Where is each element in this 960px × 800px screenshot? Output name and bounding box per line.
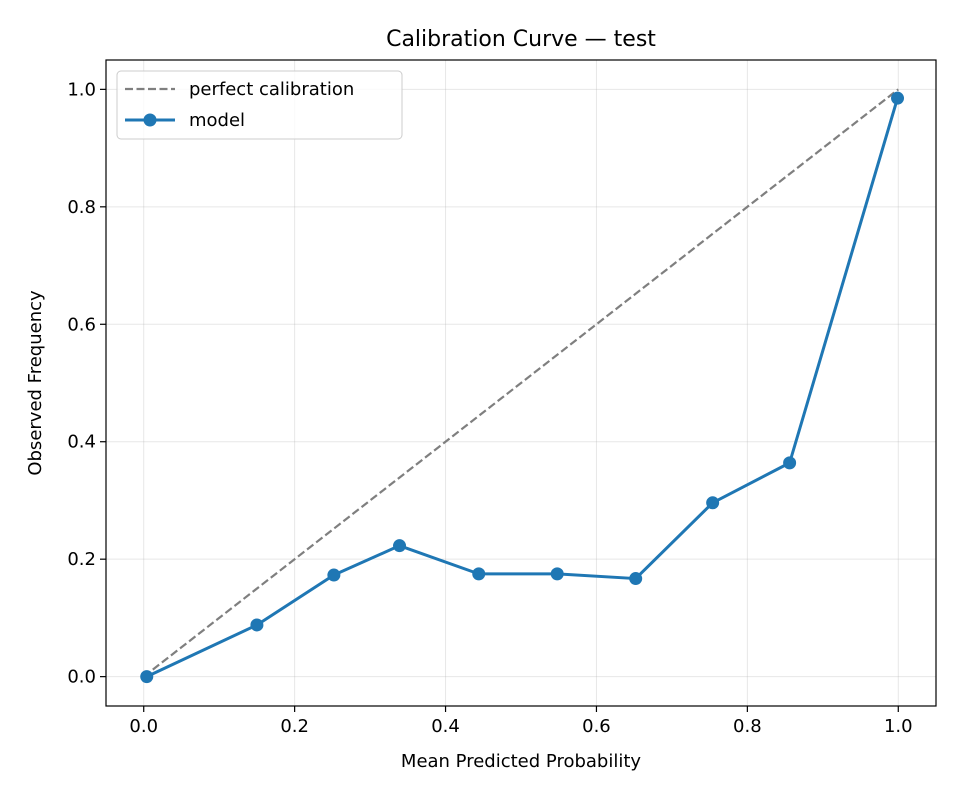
x-axis-label: Mean Predicted Probability [401, 751, 641, 772]
data-point-model [891, 91, 905, 105]
data-point-model [783, 456, 797, 470]
y-tick-label: 1.0 [67, 79, 96, 100]
legend-label-model: model [189, 110, 245, 131]
series-layer [140, 88, 905, 684]
y-tick-label: 0.0 [67, 667, 96, 688]
y-tick-label: 0.8 [67, 197, 96, 218]
x-tick-label: 0.0 [129, 716, 158, 737]
y-tick-label: 0.4 [67, 432, 96, 453]
series-line-model [146, 97, 899, 678]
plot-frame [105, 59, 937, 707]
chart-title: Calibration Curve — test [386, 27, 656, 52]
legend-label-perfect: perfect calibration [189, 79, 354, 100]
data-point-model [629, 572, 643, 586]
x-tick-label: 0.2 [280, 716, 309, 737]
x-tick-label: 0.8 [733, 716, 762, 737]
y-tick-label: 0.2 [67, 549, 96, 570]
legend-box [116, 70, 403, 140]
data-point-model [250, 618, 264, 632]
x-tick-label: 0.4 [431, 716, 460, 737]
series-line-perfect-calibration [143, 88, 899, 678]
y-axis-label: Observed Frequency [25, 290, 46, 476]
data-point-model [140, 670, 154, 684]
data-point-model [472, 567, 486, 581]
data-point-model [550, 567, 564, 581]
y-tick-label: 0.6 [67, 314, 96, 335]
x-tick-label: 0.6 [582, 716, 611, 737]
data-point-model [706, 496, 720, 510]
legend: perfect calibration model [116, 70, 403, 140]
legend-marker-model [143, 113, 157, 127]
x-tick-label: 1.0 [884, 716, 913, 737]
data-point-model [327, 568, 341, 582]
axis-ticks: 0.0 0.2 0.4 0.6 0.8 1.0 0.0 0.2 0.4 0.6 0.8 1.0 [67, 79, 912, 737]
data-point-model [393, 539, 407, 553]
